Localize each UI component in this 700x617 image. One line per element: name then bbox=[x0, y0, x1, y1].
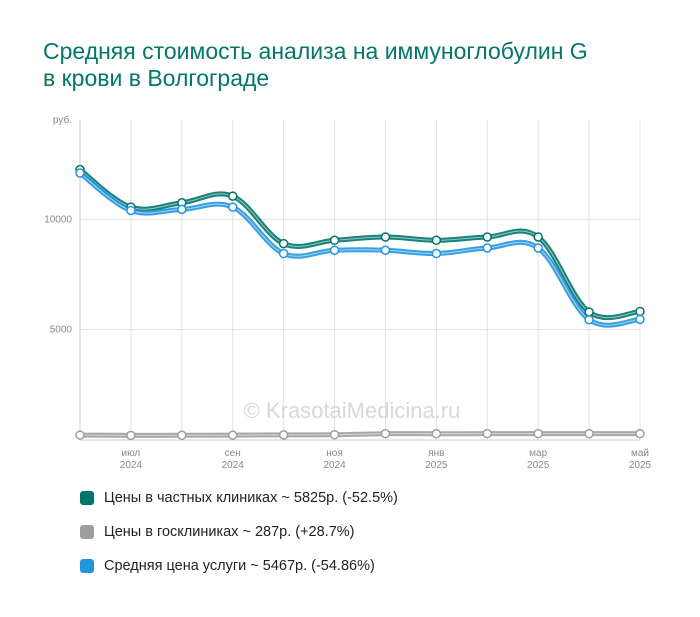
x-tick-label-month: июл bbox=[122, 448, 141, 459]
data-point-public bbox=[380, 428, 391, 439]
x-tick-label-month: ноя bbox=[326, 448, 343, 459]
data-point-public bbox=[431, 428, 442, 439]
x-tick-label-year: 2025 bbox=[629, 460, 652, 471]
series-points bbox=[75, 164, 645, 441]
data-point-average bbox=[126, 205, 136, 216]
legend: Цены в частных клиниках ~ 5825р. (-52.5%… bbox=[80, 488, 398, 590]
data-point-private bbox=[584, 307, 594, 317]
chart-title: Средняя стоимость анализа на иммуноглобу… bbox=[43, 38, 588, 91]
data-point-average bbox=[431, 248, 442, 259]
watermark: © KrasotaiMedicina.ru bbox=[244, 398, 461, 423]
x-tick-label-year: 2024 bbox=[120, 460, 143, 471]
data-point-public bbox=[177, 430, 187, 441]
series-line-average bbox=[77, 170, 643, 328]
x-tick-label-year: 2025 bbox=[527, 460, 550, 471]
legend-swatch-public bbox=[80, 525, 94, 539]
data-point-public bbox=[635, 428, 645, 439]
x-tick-label-year: 2024 bbox=[222, 460, 245, 471]
legend-label-average: Средняя цена услуги ~ 5467р. (-54.86%) bbox=[104, 558, 375, 574]
y-tick-label: 10000 bbox=[44, 214, 72, 225]
data-point-average bbox=[533, 243, 543, 253]
data-point-private bbox=[227, 191, 238, 201]
legend-swatch-private bbox=[80, 491, 94, 505]
legend-item-private: Цены в частных клиниках ~ 5825р. (-52.5%… bbox=[80, 488, 398, 508]
data-point-public bbox=[533, 428, 543, 439]
data-point-public bbox=[75, 430, 85, 440]
data-point-average bbox=[75, 168, 85, 178]
y-tick-label: 5000 bbox=[50, 325, 73, 336]
data-point-public bbox=[329, 429, 340, 440]
x-axis-labels: июл2024сен2024ноя2024янв2025мар2025май20… bbox=[120, 448, 652, 471]
data-point-public bbox=[227, 430, 238, 440]
data-point-average bbox=[329, 245, 340, 255]
data-point-average bbox=[227, 202, 238, 212]
x-tick-label-month: сен bbox=[225, 448, 241, 459]
series-line-highlight-average bbox=[79, 172, 641, 326]
series-lines bbox=[77, 167, 643, 438]
data-point-private bbox=[329, 235, 340, 246]
data-point-private bbox=[635, 306, 645, 317]
data-point-average bbox=[584, 314, 594, 325]
data-point-public bbox=[584, 428, 594, 439]
data-point-average bbox=[635, 314, 645, 325]
legend-label-public: Цены в госклиниках ~ 287р. (+28.7%) bbox=[104, 524, 355, 540]
data-point-average bbox=[380, 245, 391, 255]
legend-item-public: Цены в госклиниках ~ 287р. (+28.7%) bbox=[80, 522, 398, 542]
data-point-average bbox=[177, 204, 187, 215]
data-point-average bbox=[278, 248, 289, 259]
x-tick-label-year: 2025 bbox=[425, 460, 448, 471]
data-point-public bbox=[482, 428, 493, 439]
y-unit-label: руб. bbox=[53, 114, 72, 126]
data-point-public bbox=[126, 430, 136, 441]
data-point-private bbox=[278, 238, 289, 249]
data-point-public bbox=[278, 430, 289, 440]
series-line-private bbox=[77, 167, 643, 321]
legend-swatch-average bbox=[80, 559, 94, 573]
data-point-private bbox=[482, 232, 493, 242]
x-tick-label-month: янв bbox=[428, 448, 444, 459]
data-point-average bbox=[482, 243, 493, 253]
legend-item-average: Средняя цена услуги ~ 5467р. (-54.86%) bbox=[80, 556, 398, 576]
y-axis-labels: 5000 10000 руб. bbox=[44, 114, 72, 336]
grid bbox=[79, 120, 641, 441]
series-line-highlight-private bbox=[79, 169, 641, 319]
legend-label-private: Цены в частных клиниках ~ 5825р. (-52.5%… bbox=[104, 490, 398, 506]
x-tick-label-year: 2024 bbox=[323, 460, 346, 471]
data-point-private bbox=[431, 235, 442, 246]
data-point-private bbox=[380, 232, 391, 242]
x-tick-label-month: мар bbox=[529, 448, 547, 459]
x-tick-label-month: май bbox=[631, 448, 649, 459]
data-point-private bbox=[533, 232, 543, 242]
